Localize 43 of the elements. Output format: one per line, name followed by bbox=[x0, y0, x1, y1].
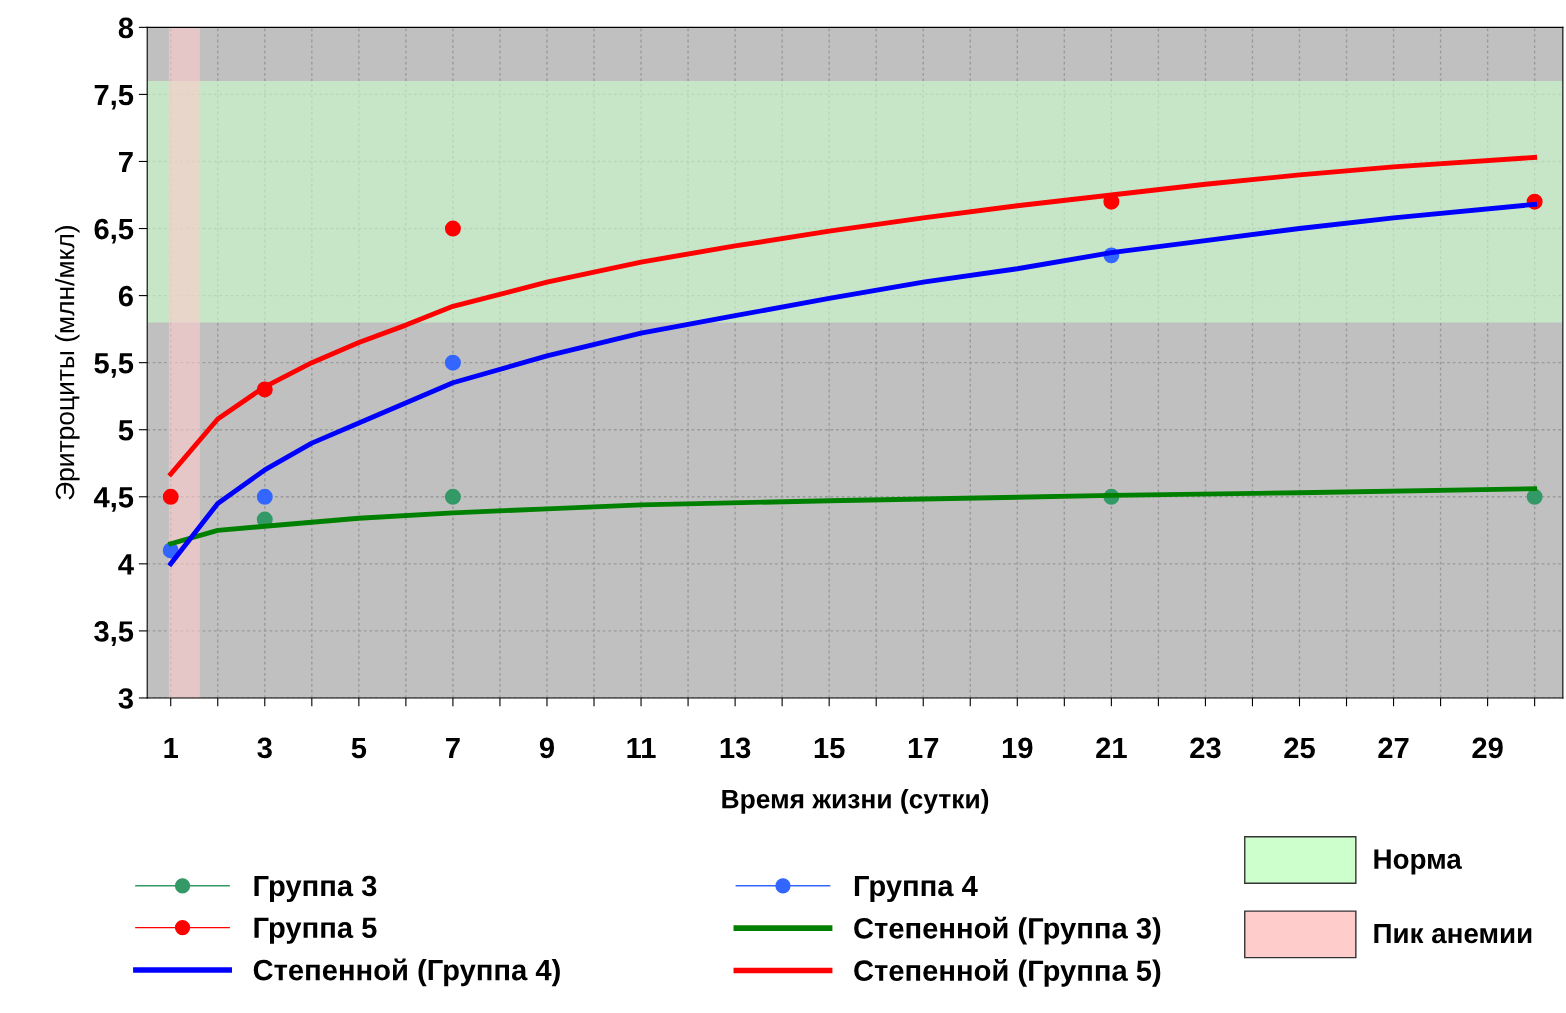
y-tick-label: 3 bbox=[118, 688, 133, 709]
line-series bbox=[168, 155, 1538, 477]
legend-label: Степенной (Группа 5) bbox=[854, 958, 1161, 987]
x-tick-label: 19 bbox=[1002, 737, 1033, 759]
x-tick-label: 5 bbox=[351, 737, 367, 759]
x-tick-label: 29 bbox=[1472, 737, 1503, 759]
y-tick-label: 7,5 bbox=[94, 84, 134, 110]
point bbox=[444, 354, 461, 371]
point bbox=[162, 488, 179, 505]
y-tick-label: 4,5 bbox=[93, 487, 134, 512]
y-tick-label: 7 bbox=[119, 151, 133, 173]
x-tick-label: 9 bbox=[539, 737, 555, 759]
y-tick-label: 6 bbox=[118, 285, 133, 307]
legend-label: Группа 4 bbox=[854, 875, 978, 903]
y-tick-label: 5 bbox=[118, 420, 134, 441]
x-tick-label: 27 bbox=[1378, 737, 1409, 758]
point bbox=[256, 488, 273, 505]
legend-label: Группа 5 bbox=[254, 917, 377, 944]
point bbox=[444, 220, 461, 237]
x-tick-label: 17 bbox=[908, 737, 939, 758]
x-tick-label: 25 bbox=[1284, 737, 1315, 759]
y-tick-label: 8 bbox=[118, 17, 134, 39]
point bbox=[1526, 488, 1543, 505]
x-axis-title: Время жизни (сутки) bbox=[722, 789, 989, 814]
x-tick-label: 13 bbox=[720, 737, 751, 759]
legend-label: Группа 3 bbox=[254, 875, 377, 903]
y-tick-label: 5,5 bbox=[94, 353, 134, 378]
x-tick-label: 7 bbox=[446, 737, 460, 758]
x-tick-label: 3 bbox=[257, 737, 272, 759]
x-tick-label: 1 bbox=[164, 737, 179, 758]
legend-label: Степенной (Группа 3) bbox=[854, 916, 1161, 945]
y-tick-label: 3,5 bbox=[94, 621, 134, 646]
x-tick-label: 11 bbox=[627, 737, 656, 758]
legend-label: Степенной (Группа 4) bbox=[253, 958, 560, 987]
y-tick-label: 4 bbox=[118, 554, 134, 575]
y-axis-title: Эритроциты (млн/мкл) bbox=[54, 226, 80, 500]
legend-label: Норма bbox=[1374, 849, 1462, 875]
y-tick-label: 6,5 bbox=[94, 218, 134, 244]
legend-label: Пик анемии bbox=[1374, 923, 1532, 944]
point bbox=[444, 488, 461, 505]
x-tick-label: 21 bbox=[1096, 737, 1127, 758]
x-tick-label: 23 bbox=[1190, 737, 1221, 759]
x-tick-label: 15 bbox=[814, 737, 845, 759]
